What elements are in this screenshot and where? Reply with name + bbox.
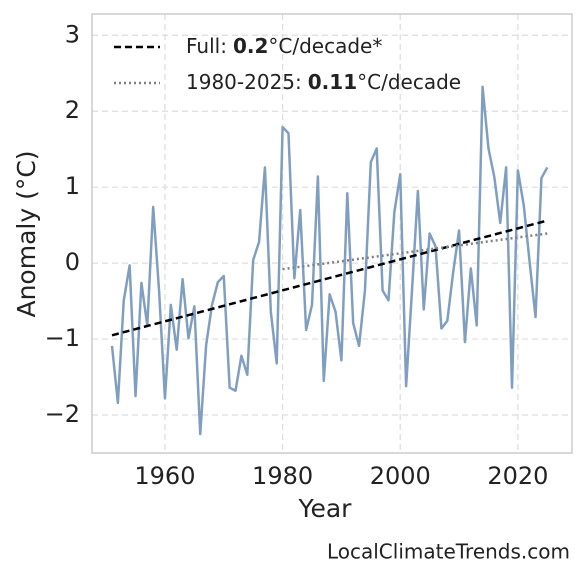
plot-frame <box>91 13 573 454</box>
legend-rate: 0.2 <box>233 34 268 58</box>
x-tick-label: 1960 <box>134 462 195 490</box>
data-line <box>110 85 549 436</box>
x-axis-label: Year <box>298 494 353 523</box>
y-tick-label: 3 <box>65 20 80 48</box>
legend-suffix: °C/decade* <box>268 34 382 58</box>
legend-prefix: Full: <box>186 34 227 58</box>
legend-prefix: 1980-2025: <box>186 70 302 94</box>
x-tick-label: 2020 <box>487 462 548 490</box>
x-tick-label: 2000 <box>370 462 431 490</box>
y-tick-label: 1 <box>65 172 80 200</box>
legend-label: 1980-2025: 0.11°C/decade <box>186 70 461 94</box>
x-tick-label: 1980 <box>252 462 313 490</box>
y-tick-label: 0 <box>65 248 80 276</box>
legend-label: Full: 0.2°C/decade* <box>186 34 382 58</box>
source: LocalClimateTrends.com <box>327 540 570 564</box>
y-axis-label: Anomaly (°C) <box>12 150 41 317</box>
y-tick-label: −1 <box>45 324 80 352</box>
legend-suffix: °C/decade <box>357 70 461 94</box>
trend-line <box>111 219 548 337</box>
y-tick-label: −2 <box>45 400 80 428</box>
y-tick-label: 2 <box>65 96 80 124</box>
legend-rate: 0.11 <box>308 70 357 94</box>
